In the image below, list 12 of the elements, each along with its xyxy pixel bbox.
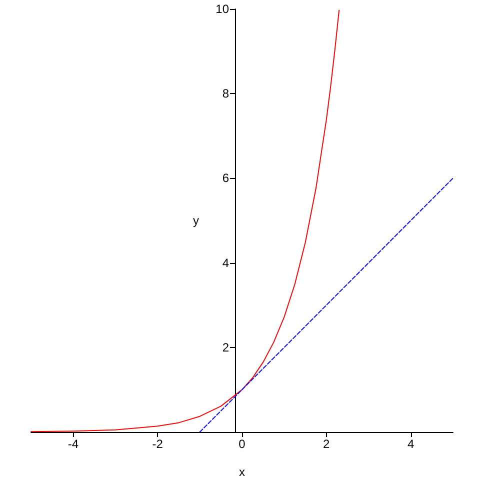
x-tick-label: -4 bbox=[68, 437, 79, 451]
y-tick-label: 2 bbox=[222, 340, 230, 354]
x-tick-label: 4 bbox=[407, 437, 414, 451]
x-tick-label: 2 bbox=[323, 437, 330, 451]
y-tick-label: 4 bbox=[222, 256, 230, 270]
y-tick-label: 8 bbox=[222, 86, 230, 101]
y-axis-title: y bbox=[193, 214, 199, 228]
x-tick-label: 0 bbox=[238, 437, 246, 451]
x-tick-label: -2 bbox=[152, 437, 164, 451]
y-tick-label: 10 bbox=[216, 2, 230, 16]
y-tick-label: 6 bbox=[222, 171, 230, 186]
x-axis-title: x bbox=[239, 465, 245, 479]
